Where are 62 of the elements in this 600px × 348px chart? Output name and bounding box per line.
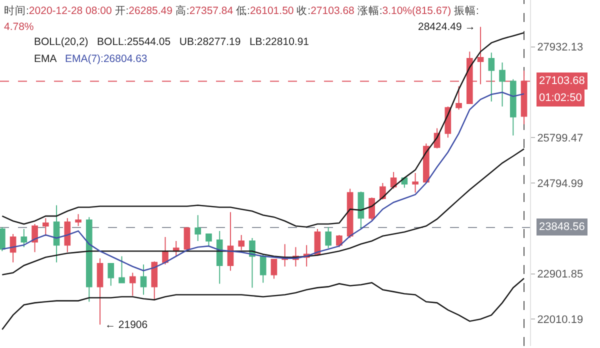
candlestick (96, 258, 104, 326)
candlestick (206, 234, 212, 247)
annotation: 高:27357.84 (175, 4, 234, 17)
candlestick (129, 272, 136, 296)
candlestick (456, 86, 462, 110)
candlestick (423, 142, 430, 184)
y-tick-label: 27932.13 (537, 42, 584, 54)
line-series (2, 278, 525, 330)
candlestick (118, 256, 125, 284)
candlestick (42, 218, 49, 237)
annotation: 低:26101.50 (236, 5, 294, 17)
annotation: BOLL(20,2) (34, 36, 88, 48)
annotation: 开:26285.49 (114, 5, 173, 17)
annotation: UB:28277.19 (179, 36, 241, 48)
candlestick (216, 230, 223, 284)
candlestick (184, 226, 190, 250)
annotation: 28424.49 → (418, 21, 476, 33)
line-series (2, 148, 525, 276)
candlestick (227, 212, 234, 272)
candlestick (53, 204, 60, 263)
candlestick (75, 214, 82, 226)
annotation: EMA (34, 53, 57, 65)
ref-line-label: 23848.56 (539, 221, 585, 233)
candlestick (368, 196, 375, 221)
candlestick (20, 228, 28, 248)
candlestick (10, 234, 16, 263)
candlestick (358, 191, 364, 230)
line-series (2, 32, 525, 228)
candlestick (238, 234, 245, 251)
annotation: 振幅: (454, 5, 479, 17)
y-tick-label: 25799.47 (537, 132, 584, 144)
candlestick (270, 258, 278, 280)
annotation: 4.78% (4, 21, 34, 33)
annotation: 时间:2020-12-28 08:00 (4, 4, 112, 17)
annotation: LB:22810.91 (249, 36, 310, 48)
line-series (2, 92, 525, 272)
text: 01:02:50 (539, 92, 582, 104)
annotation: 涨幅:3.10%(815.67) (357, 5, 452, 17)
candlestick (488, 52, 495, 102)
candlestick (260, 254, 266, 284)
candlestick (510, 78, 516, 136)
candlestick (336, 234, 342, 248)
ref-line-label: 27103.68 (539, 75, 585, 87)
candlestick (325, 226, 332, 249)
annotation: EMA(7):26804.63 (64, 53, 148, 65)
candlestick (151, 260, 158, 300)
y-tick-label: 22010.19 (537, 314, 584, 326)
annotation: BOLL:25544.05 (97, 36, 171, 48)
annotation: ← 21906 (105, 319, 148, 331)
candlestick (412, 172, 418, 194)
candlestick (0, 226, 6, 252)
candlestick (64, 218, 71, 253)
candlestick (108, 262, 114, 286)
candlestick (86, 216, 92, 302)
y-tick-label: 24794.99 (537, 178, 584, 190)
candlestick (140, 264, 147, 296)
annotation: 收:27103.68 (296, 5, 355, 17)
candlestick (32, 224, 38, 253)
candlestick (194, 214, 202, 242)
candlestick (499, 62, 506, 108)
y-tick-label: 22901.85 (537, 268, 584, 281)
candlestick (477, 26, 484, 85)
